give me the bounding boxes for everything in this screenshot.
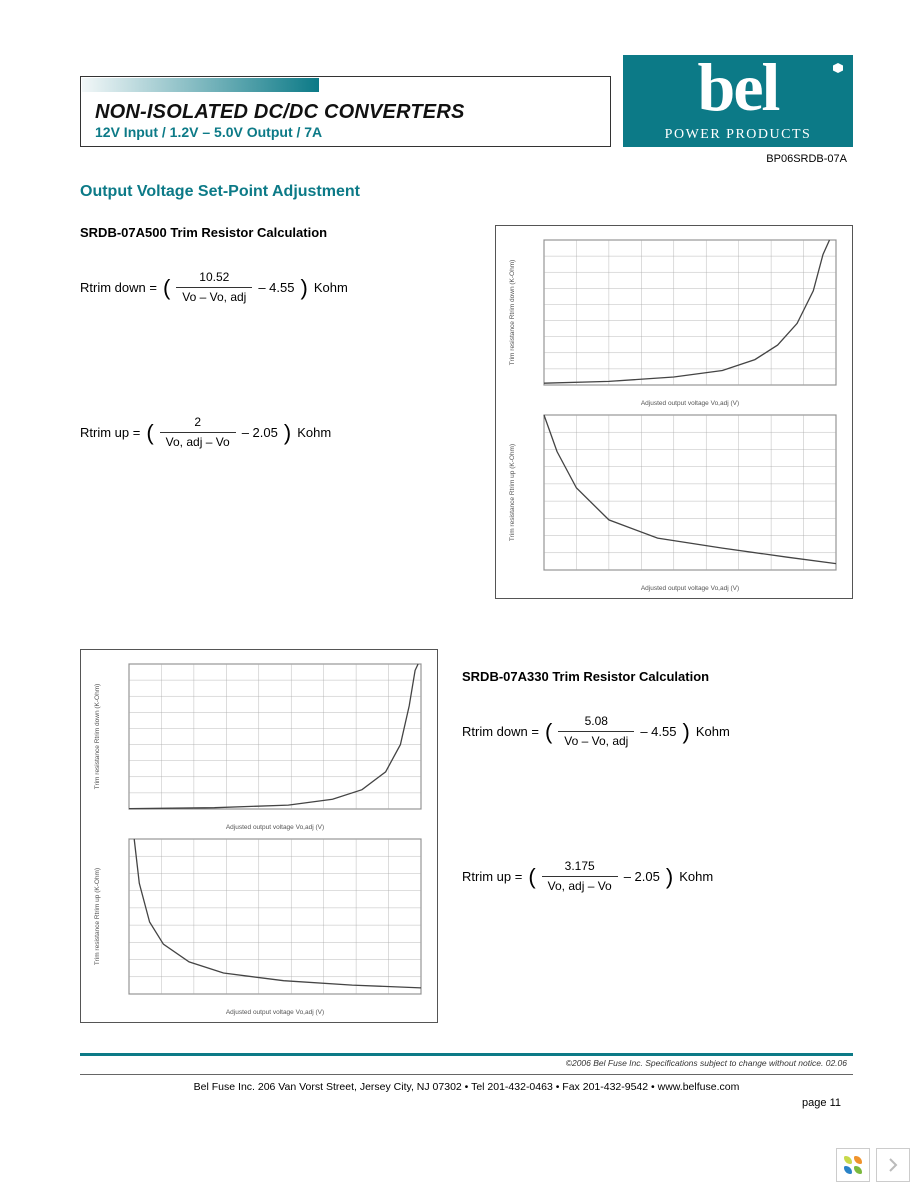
paren-close: )	[683, 719, 690, 745]
chart-500-up: Adjusted output voltage Vo,adj (V) Trim r…	[504, 409, 844, 594]
denominator: Vo – Vo, adj	[176, 288, 252, 305]
formula-lhs: Rtrim up =	[80, 425, 140, 440]
calc330-down-formula: Rtrim down = ( 5.08 Vo – Vo, adj – 4.55 …	[462, 714, 853, 749]
row-330: Adjusted output voltage Vo,adj (V) Trim r…	[80, 649, 853, 1023]
unit: Kohm	[314, 280, 348, 295]
chart-panel-500: Adjusted output voltage Vo,adj (V) Trim r…	[495, 225, 853, 599]
title-gradient	[82, 78, 319, 92]
formula-lhs: Rtrim down =	[462, 724, 539, 739]
copyright-text: ©2006 Bel Fuse Inc. Specifications subje…	[80, 1058, 847, 1068]
svg-text:Adjusted output voltage Vo,adj: Adjusted output voltage Vo,adj (V)	[641, 585, 739, 592]
fraction: 2 Vo, adj – Vo	[160, 415, 236, 450]
formula-lhs: Rtrim up =	[462, 869, 522, 884]
numerator: 3.175	[542, 859, 618, 877]
part-number: BP06SRDB-07A	[80, 153, 847, 165]
offset: – 4.55	[258, 280, 294, 295]
chart-330-down: Adjusted output voltage Vo,adj (V) Trim r…	[89, 658, 429, 833]
unit: Kohm	[696, 724, 730, 739]
chevron-right-icon	[888, 1158, 898, 1172]
svg-text:Adjusted output voltage Vo,adj: Adjusted output voltage Vo,adj (V)	[226, 824, 324, 831]
paren-open: (	[163, 275, 170, 301]
paren-open: (	[528, 864, 535, 890]
paren-open: (	[146, 420, 153, 446]
footer-divider	[80, 1053, 853, 1056]
footer-address: Bel Fuse Inc. 206 Van Vorst Street, Jers…	[80, 1075, 853, 1095]
brand-logo: bel POWER PRODUCTS	[623, 55, 853, 147]
calc500-col: SRDB-07A500 Trim Resistor Calculation Rt…	[80, 225, 471, 450]
brand-logo-text: bel	[623, 55, 853, 118]
svg-text:Trim resistance Rtrim down (K-: Trim resistance Rtrim down (K-Ohm)	[509, 260, 516, 366]
pinwheel-icon	[844, 1156, 862, 1174]
calc330-up-formula: Rtrim up = ( 3.175 Vo, adj – Vo – 2.05 )…	[462, 859, 853, 894]
svg-text:Trim resistance Rtrim down (K-: Trim resistance Rtrim down (K-Ohm)	[94, 684, 101, 790]
calc330-col: SRDB-07A330 Trim Resistor Calculation Rt…	[462, 649, 853, 894]
numerator: 5.08	[558, 714, 634, 732]
fraction: 5.08 Vo – Vo, adj	[558, 714, 634, 749]
paren-close: )	[301, 275, 308, 301]
offset: – 4.55	[640, 724, 676, 739]
calc500-up-formula: Rtrim up = ( 2 Vo, adj – Vo – 2.05 ) Koh…	[80, 415, 471, 450]
paren-close: )	[284, 420, 291, 446]
numerator: 10.52	[176, 270, 252, 288]
numerator: 2	[160, 415, 236, 433]
chart-panel-330: Adjusted output voltage Vo,adj (V) Trim r…	[80, 649, 438, 1023]
svg-text:Adjusted output voltage Vo,adj: Adjusted output voltage Vo,adj (V)	[226, 1009, 324, 1016]
viewer-home-button[interactable]	[836, 1148, 870, 1182]
denominator: Vo – Vo, adj	[558, 732, 634, 749]
page-number: page 11	[80, 1095, 853, 1109]
offset: – 2.05	[624, 869, 660, 884]
svg-text:Trim resistance Rtrim up (K-Oh: Trim resistance Rtrim up (K-Ohm)	[509, 444, 516, 541]
viewer-next-button[interactable]	[876, 1148, 910, 1182]
calc500-title: SRDB-07A500 Trim Resistor Calculation	[80, 225, 471, 240]
fraction: 10.52 Vo – Vo, adj	[176, 270, 252, 305]
chart-330-up: Adjusted output voltage Vo,adj (V) Trim r…	[89, 833, 429, 1018]
viewer-nav	[836, 1148, 910, 1182]
row-500: SRDB-07A500 Trim Resistor Calculation Rt…	[80, 225, 853, 599]
paren-close: )	[666, 864, 673, 890]
svg-text:Adjusted output voltage Vo,adj: Adjusted output voltage Vo,adj (V)	[641, 400, 739, 407]
unit: Kohm	[679, 869, 713, 884]
svg-text:Trim resistance Rtrim up (K-Oh: Trim resistance Rtrim up (K-Ohm)	[94, 868, 101, 965]
paren-open: (	[545, 719, 552, 745]
denominator: Vo, adj – Vo	[542, 877, 618, 894]
calc500-down-formula: Rtrim down = ( 10.52 Vo – Vo, adj – 4.55…	[80, 270, 471, 305]
unit: Kohm	[297, 425, 331, 440]
offset: – 2.05	[242, 425, 278, 440]
header: NON-ISOLATED DC/DC CONVERTERS 12V Input …	[80, 55, 853, 147]
calc330-title: SRDB-07A330 Trim Resistor Calculation	[462, 669, 853, 684]
fraction: 3.175 Vo, adj – Vo	[542, 859, 618, 894]
doc-subtitle: 12V Input / 1.2V – 5.0V Output / 7A	[95, 124, 596, 140]
doc-title: NON-ISOLATED DC/DC CONVERTERS	[95, 101, 596, 124]
formula-lhs: Rtrim down =	[80, 280, 157, 295]
chart-500-down: Adjusted output voltage Vo,adj (V) Trim r…	[504, 234, 844, 409]
denominator: Vo, adj – Vo	[160, 433, 236, 450]
section-heading: Output Voltage Set-Point Adjustment	[80, 183, 853, 201]
title-box: NON-ISOLATED DC/DC CONVERTERS 12V Input …	[80, 76, 611, 147]
brand-logo-sub: POWER PRODUCTS	[623, 127, 853, 143]
